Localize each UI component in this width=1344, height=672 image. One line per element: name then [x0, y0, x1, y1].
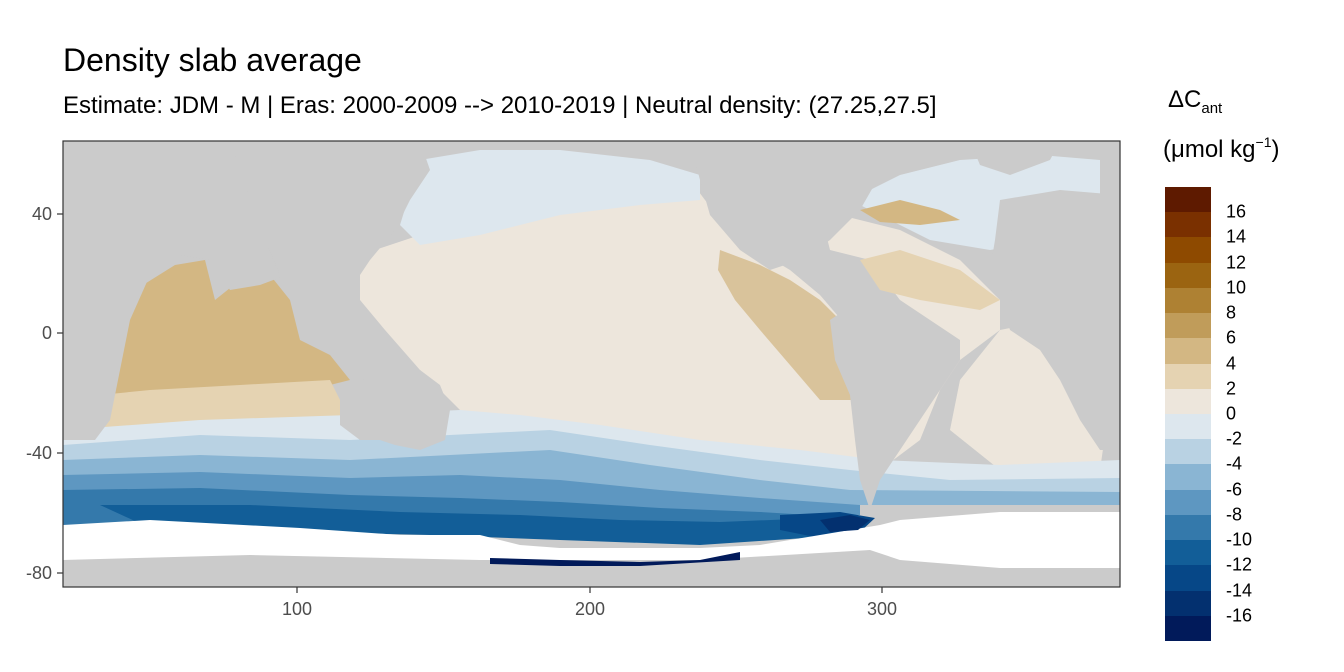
legend-label: 6	[1226, 327, 1237, 348]
legend-label: 8	[1226, 302, 1237, 323]
legend-swatch	[1165, 313, 1211, 339]
legend-label: 14	[1226, 226, 1247, 247]
legend-swatch	[1165, 514, 1211, 541]
chart-subtitle: Estimate: JDM - M | Eras: 2000-2009 --> …	[63, 92, 937, 119]
land-south-america	[830, 300, 960, 510]
ocean-indian	[105, 260, 350, 400]
legend-swatch	[1165, 464, 1211, 491]
legend-label: -4	[1226, 453, 1243, 474]
legend-swatch	[1165, 363, 1211, 390]
y-tick-label: 40	[32, 204, 52, 224]
legend-label: 10	[1226, 277, 1247, 298]
legend-swatch	[1165, 287, 1211, 314]
legend-label: -10	[1226, 529, 1253, 550]
ocean-atlantic-tan	[860, 250, 1000, 310]
x-tick-label: 200	[575, 599, 605, 619]
legend-swatch	[1165, 388, 1211, 415]
legend-label: 12	[1226, 252, 1247, 273]
chart-title: Density slab average	[63, 42, 362, 78]
y-tick-label: -40	[26, 443, 52, 463]
antarctica-land	[63, 550, 1120, 587]
ocean-southern-deepest	[490, 552, 740, 566]
land-europe	[990, 190, 1120, 320]
x-tick-label: 300	[867, 599, 897, 619]
legend-swatch	[1165, 590, 1211, 617]
y-tick-label: 0	[42, 323, 52, 343]
legend-swatch	[1165, 338, 1211, 365]
legend-title: ΔCant	[1168, 86, 1223, 117]
y-tick-label: -80	[26, 563, 52, 583]
legend-swatch	[1165, 187, 1211, 213]
legend-label: -12	[1226, 554, 1253, 575]
legend-swatch	[1165, 414, 1211, 440]
legend-label: -2	[1226, 428, 1243, 449]
ocean-north-atlantic-tan	[860, 200, 960, 225]
legend-label: -16	[1226, 605, 1253, 626]
legend-label: -8	[1226, 504, 1243, 525]
legend-swatch	[1165, 262, 1211, 289]
legend-swatch	[1165, 615, 1211, 642]
ocean-southern-6	[100, 505, 870, 545]
land-australia	[340, 370, 450, 450]
ocean-southern-deep	[820, 515, 870, 532]
legend-label: -6	[1226, 479, 1243, 500]
legend-swatch	[1165, 439, 1211, 465]
map-panel	[63, 141, 1120, 587]
legend-swatch	[1165, 489, 1211, 516]
land-north-america	[690, 141, 880, 270]
legend-label: 16	[1226, 201, 1247, 222]
legend-swatch	[1165, 212, 1211, 238]
land-greenland	[970, 141, 1060, 175]
ocean-north-pacific	[400, 150, 700, 245]
land-asia	[230, 141, 430, 315]
ocean-east-pacific	[718, 250, 855, 400]
legend-swatch	[1165, 237, 1211, 264]
land-africa-east	[1000, 300, 1120, 450]
legend-swatch	[1165, 540, 1211, 566]
land-africa	[63, 141, 300, 440]
axis-ticks	[57, 213, 883, 593]
legend-label: -14	[1226, 580, 1253, 601]
panel-border	[62, 140, 1121, 588]
legend-unit: (μmol kg−1)	[1163, 134, 1280, 163]
legend-swatch	[1165, 565, 1211, 592]
legend-label: 4	[1226, 353, 1237, 374]
legend-label: 0	[1226, 403, 1237, 424]
legend-colorbar	[1165, 187, 1211, 642]
x-tick-label: 100	[282, 599, 312, 619]
legend-label: 2	[1226, 378, 1237, 399]
